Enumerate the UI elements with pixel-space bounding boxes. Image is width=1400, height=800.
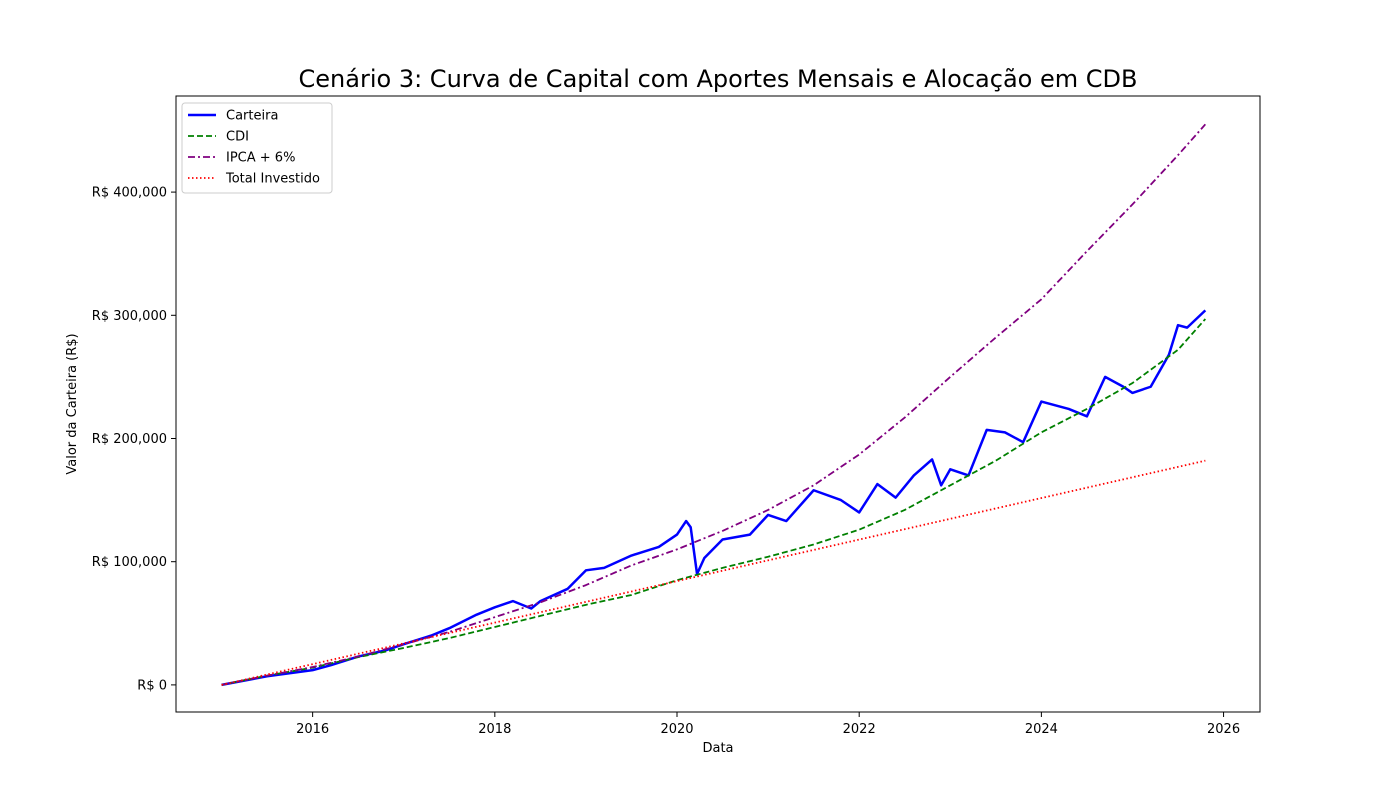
y-tick-label: R$ 300,000 — [92, 309, 167, 324]
y-axis-title: Valor da Carteira (R$) — [65, 333, 80, 474]
y-tick-label: R$ 0 — [137, 678, 167, 693]
plot-frame — [175, 95, 1261, 713]
series-line-ipca-6 — [221, 123, 1207, 686]
series-group — [221, 123, 1207, 687]
x-tick-label: 2022 — [843, 722, 876, 737]
legend-label: CDI — [226, 130, 249, 145]
x-axis: 2016 2018 2020 2022 2024 2026 — [296, 712, 1240, 737]
y-axis: R$ 0 R$ 100,000 R$ 200,000 R$ 300,000 R$ 400… — [92, 186, 176, 693]
legend-label: Carteira — [226, 109, 278, 124]
series-line-carteira — [221, 309, 1207, 687]
x-tick-label: 2026 — [1207, 722, 1240, 737]
x-axis-title: Data — [702, 741, 733, 756]
x-tick-label: 2018 — [478, 722, 511, 737]
x-tick-label: 2020 — [660, 722, 693, 737]
series-line-total-investido — [221, 459, 1206, 686]
legend: Carteira CDI IPCA + 6% Total Investido — [181, 102, 333, 194]
x-tick-label: 2016 — [296, 722, 329, 737]
legend-label: IPCA + 6% — [226, 151, 295, 166]
legend-box — [181, 102, 333, 194]
x-tick-label: 2024 — [1025, 722, 1058, 737]
y-tick-label: R$ 100,000 — [92, 555, 167, 570]
y-tick-label: R$ 200,000 — [92, 432, 167, 447]
chart-title: Cenário 3: Curva de Capital com Aportes … — [299, 65, 1138, 93]
plot-area — [175, 95, 1261, 713]
series-line-cdi — [221, 318, 1207, 686]
legend-label: Total Investido — [225, 172, 320, 187]
y-tick-label: R$ 400,000 — [92, 186, 167, 201]
